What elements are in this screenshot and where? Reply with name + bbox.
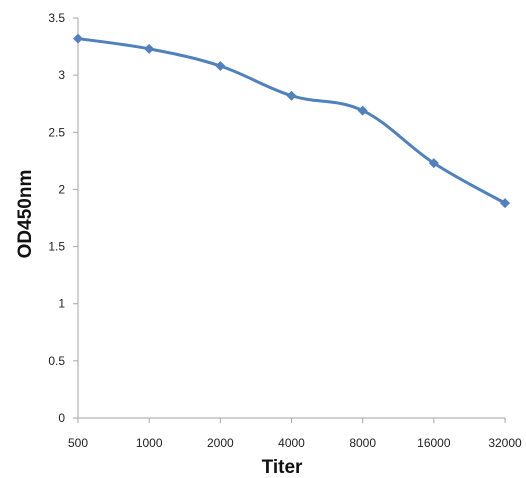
- chart-axes: [73, 17, 506, 423]
- y-tick-label: 3.5: [48, 11, 65, 25]
- data-point-marker: [500, 198, 510, 209]
- x-tick-label: 1000: [136, 436, 163, 450]
- x-axis-title: Titer: [262, 457, 303, 478]
- data-point-marker: [73, 33, 83, 44]
- x-tick-label: 500: [68, 436, 88, 450]
- x-tick-label: 2000: [207, 436, 234, 450]
- data-series: [73, 33, 510, 209]
- series-line: [77, 37, 506, 205]
- y-axis-title: OD450nm: [15, 170, 36, 259]
- data-point-marker: [215, 61, 226, 71]
- x-tick-label: 32000: [488, 436, 522, 450]
- x-tick-label: 4000: [278, 436, 305, 450]
- data-point-marker: [428, 158, 439, 169]
- data-point-marker: [144, 43, 155, 54]
- data-point-marker: [357, 105, 368, 116]
- y-tick-label: 2.5: [48, 125, 65, 139]
- y-tick-label: 1.5: [48, 240, 65, 254]
- x-tick-labels: 500 1000 2000 4000 8000 16000 32000: [68, 436, 522, 450]
- y-tick-label: 3: [58, 68, 65, 82]
- x-tick-label: 8000: [349, 436, 376, 450]
- y-tick-label: 2: [58, 182, 65, 196]
- y-tick-labels: 0 0.5 1 1.5 2 2.5 3 3.5: [48, 11, 65, 425]
- data-point-marker: [286, 90, 297, 101]
- y-tick-label: 1: [58, 297, 65, 311]
- y-tick-label: 0.5: [48, 354, 65, 368]
- x-tick-label: 16000: [417, 436, 451, 450]
- y-tick-label: 0: [58, 411, 65, 425]
